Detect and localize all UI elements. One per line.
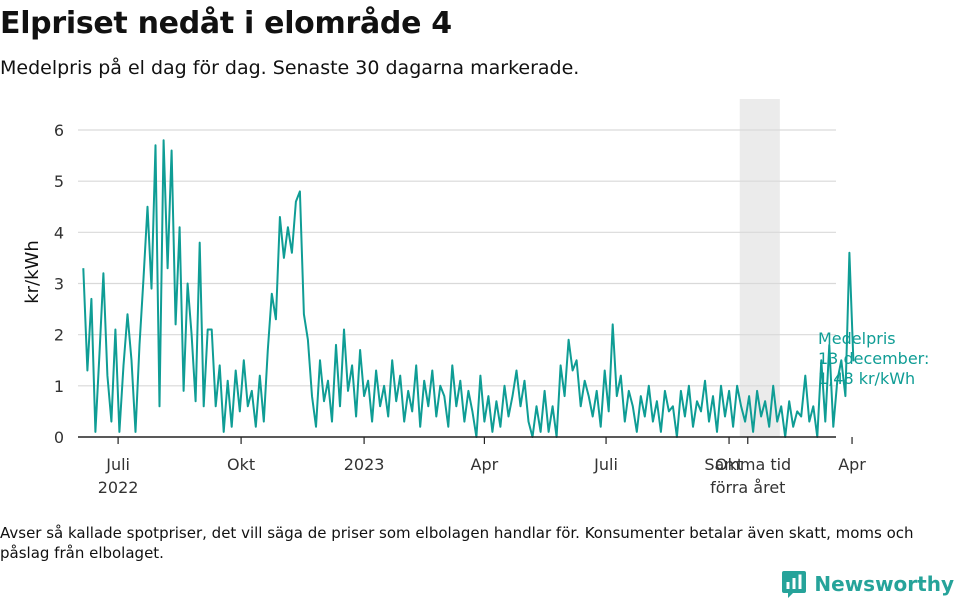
- annotation-text: 13 december:: [818, 349, 929, 368]
- y-tick-label: 6: [54, 121, 64, 140]
- brand-logo[interactable]: Newsworthy: [781, 569, 954, 599]
- y-tick-label: 0: [54, 428, 64, 447]
- x-tick-label: Apr: [471, 455, 499, 474]
- chart-subtitle: Medelpris på el dag för dag. Senaste 30 …: [0, 57, 580, 79]
- x-tick-label: Okt: [227, 455, 255, 474]
- y-tick-label: 1: [54, 377, 64, 396]
- y-tick-label: 4: [54, 223, 64, 242]
- highlight-bands: [739, 99, 780, 437]
- x-tick-label: förra året: [710, 478, 785, 497]
- y-tick-label: 2: [54, 326, 64, 345]
- x-tick-label: Apr: [838, 455, 866, 474]
- x-tick-label: 2022: [98, 478, 139, 497]
- x-tick-label: 2023: [344, 455, 385, 474]
- y-tick-label: 5: [54, 172, 64, 191]
- series-group: [82, 139, 855, 438]
- newsworthy-logo-icon: [782, 571, 807, 598]
- x-tick-label: Samma tid: [704, 455, 791, 474]
- page-title: Elpriset nedåt i elområde 4: [0, 6, 452, 41]
- highlight-band: [739, 99, 780, 437]
- y-axis-label: kr/kWh: [22, 240, 43, 304]
- y-tick-label: 3: [54, 275, 64, 294]
- x-tick-label: Juli: [105, 455, 130, 474]
- annotation-text: 1,48 kr/kWh: [818, 369, 915, 388]
- footnote: Avser så kallade spotpriser, det vill sä…: [0, 524, 914, 562]
- series-line: [82, 139, 855, 438]
- y-tick-labels: 0 1 2 3 4 5 6: [54, 121, 64, 447]
- price-chart: 0 1 2 3 4 5 6 kr/kWh Juli 2022 Okt 2023 Apr Juli Okt…: [22, 99, 929, 497]
- x-tick-label: Juli: [593, 455, 618, 474]
- x-tick-label: Okt: [715, 455, 743, 474]
- brand-name: Newsworthy: [814, 572, 954, 596]
- annotation-text: Medelpris: [818, 329, 896, 348]
- y-gridlines: [78, 129, 836, 387]
